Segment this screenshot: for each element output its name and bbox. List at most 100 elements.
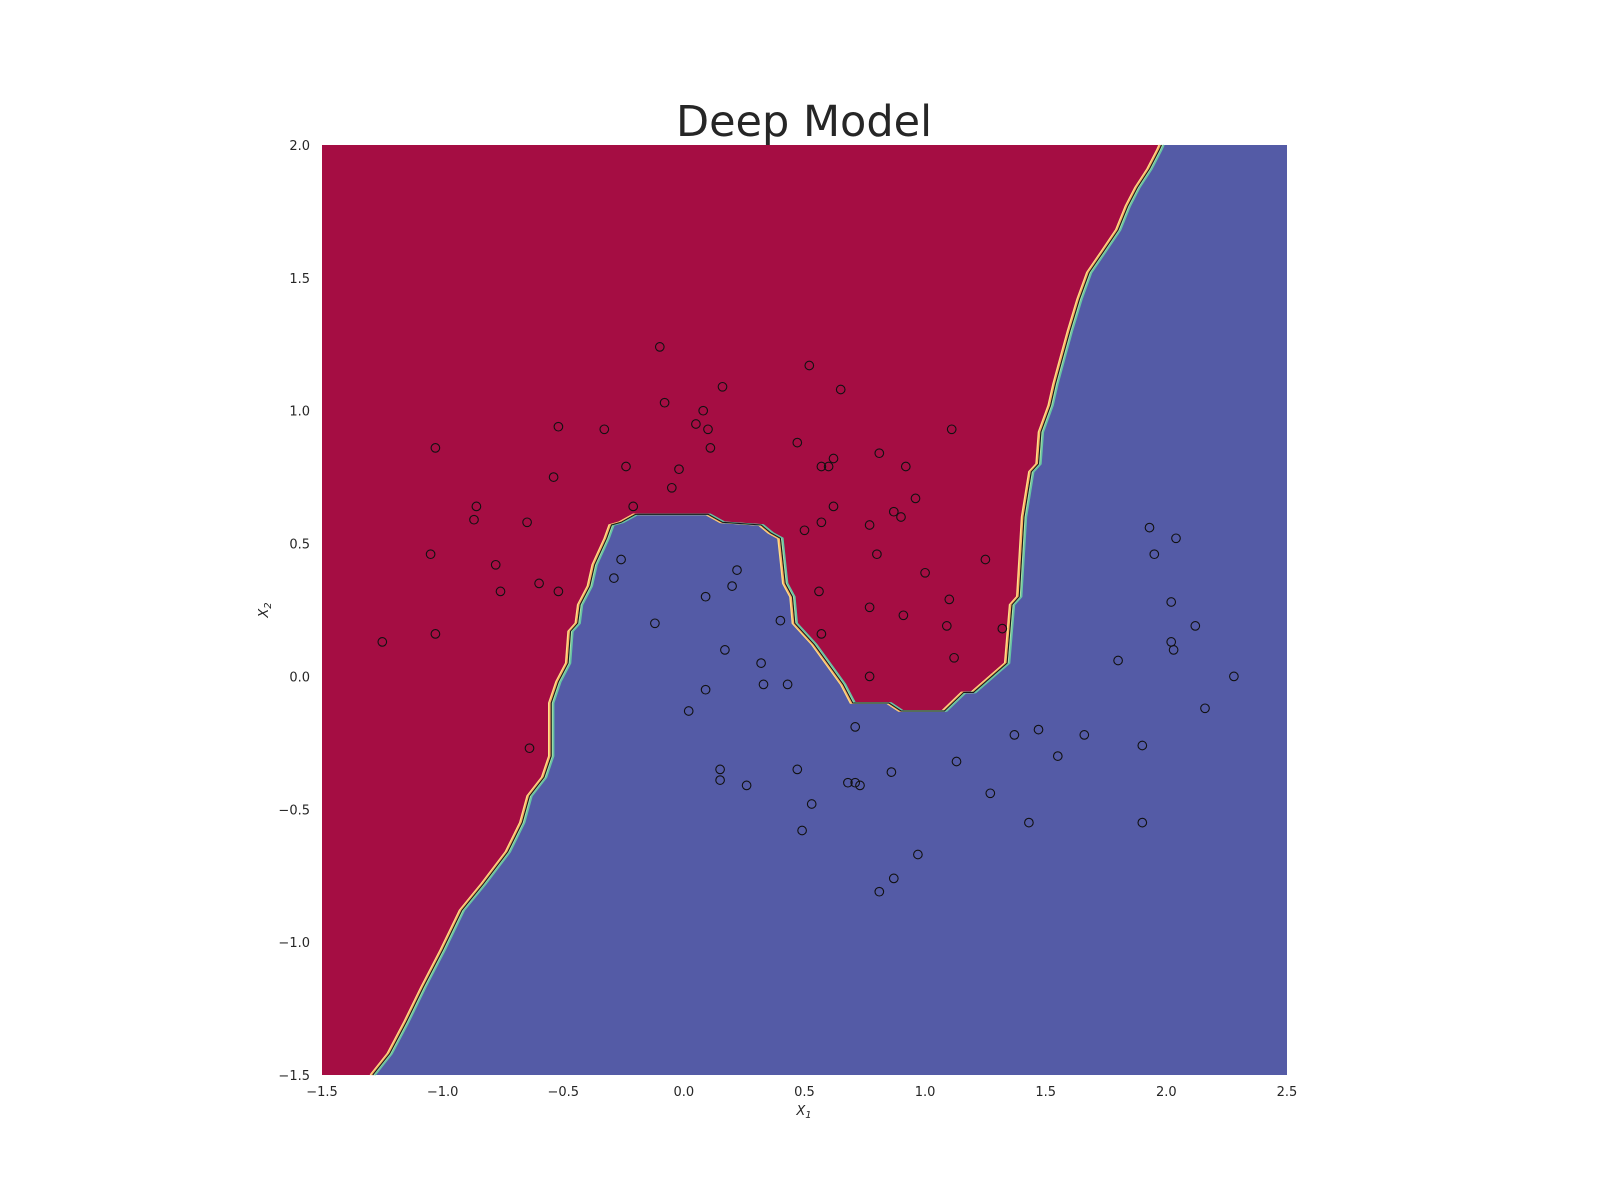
- x-tick-label: 0.0: [674, 1085, 695, 1100]
- data-point: [850, 777, 861, 788]
- data-point: [430, 629, 441, 639]
- data-point: [888, 873, 899, 884]
- data-point: [425, 549, 436, 560]
- y-axis-label: X2: [257, 602, 274, 618]
- data-point: [900, 461, 911, 472]
- x-tick-label: 0.5: [794, 1085, 815, 1100]
- data-point: [951, 756, 962, 767]
- x-axis-ticks: −1.5 −1.0 −0.5 0.0 0.5 1.0 1.5 2.0 2.5: [306, 1085, 1297, 1100]
- data-point: [816, 629, 827, 639]
- data-point: [534, 578, 544, 589]
- data-point: [799, 525, 810, 536]
- data-point: [1168, 645, 1179, 655]
- boundary-contour-2: [370, 144, 1162, 1076]
- y-tick-label: 0.0: [289, 670, 310, 685]
- data-point: [377, 637, 388, 647]
- data-point: [835, 384, 846, 395]
- data-point: [806, 799, 817, 809]
- data-point: [703, 424, 713, 435]
- x-axis-label: X1: [795, 1104, 811, 1121]
- data-point: [621, 461, 631, 472]
- data-point: [1033, 724, 1044, 735]
- data-point: [980, 554, 991, 565]
- data-point: [1052, 751, 1063, 761]
- data-point: [727, 581, 737, 591]
- data-point: [874, 886, 885, 897]
- data-point: [949, 652, 959, 663]
- decision-boundary: [369, 144, 1287, 1076]
- plot-area: [322, 144, 1287, 1076]
- data-point: [741, 780, 752, 791]
- data-point: [855, 780, 865, 791]
- data-point: [1137, 817, 1148, 828]
- x-tick-label: −0.5: [547, 1085, 579, 1100]
- data-point: [896, 512, 906, 522]
- data-point: [913, 849, 923, 860]
- data-point: [792, 764, 803, 775]
- data-point: [674, 464, 684, 475]
- data-point: [1171, 533, 1181, 544]
- data-point: [683, 706, 694, 716]
- data-point: [553, 586, 564, 597]
- data-point: [430, 443, 441, 453]
- data-point: [490, 559, 501, 570]
- data-point: [1113, 655, 1123, 666]
- data-point: [495, 586, 506, 597]
- boundary-contour-5: [372, 144, 1163, 1076]
- data-point: [1166, 597, 1177, 607]
- data-point: [1024, 817, 1034, 828]
- data-point: [816, 517, 827, 528]
- data-point: [1079, 730, 1090, 740]
- data-points: [377, 342, 1239, 897]
- data-point: [864, 671, 875, 682]
- data-point: [1137, 740, 1148, 751]
- data-point: [524, 743, 535, 754]
- data-point: [715, 764, 725, 775]
- data-point: [874, 448, 885, 459]
- boundary-contour-3: [373, 144, 1164, 1076]
- x-tick-label: 2.0: [1156, 1085, 1177, 1100]
- data-point: [654, 342, 665, 352]
- data-point: [698, 405, 709, 416]
- data-point: [756, 658, 766, 668]
- data-point: [850, 722, 861, 732]
- data-point: [659, 397, 670, 408]
- y-tick-label: 1.5: [289, 272, 310, 287]
- data-point: [941, 621, 952, 631]
- chart-title: Deep Model: [676, 97, 932, 147]
- data-point: [920, 567, 930, 578]
- boundary-contour-4: [374, 144, 1165, 1076]
- data-point: [814, 586, 824, 597]
- data-point: [609, 573, 619, 583]
- y-tick-label: −0.5: [278, 803, 310, 818]
- data-point: [886, 767, 897, 777]
- y-axis-ticks: −1.5 −1.0 −0.5 0.0 0.5 1.0 1.5 2.0: [278, 139, 310, 1084]
- data-point: [985, 788, 996, 799]
- data-point: [888, 506, 899, 517]
- data-point: [705, 443, 716, 453]
- data-point: [650, 618, 660, 629]
- x-tick-label: −1.0: [427, 1085, 459, 1100]
- data-point: [910, 493, 921, 504]
- data-point: [797, 825, 807, 836]
- data-point: [599, 424, 610, 435]
- x-tick-label: 1.0: [915, 1085, 936, 1100]
- y-tick-label: 0.5: [289, 538, 310, 553]
- data-point: [616, 554, 626, 565]
- data-point: [469, 514, 479, 525]
- x-tick-label: 1.5: [1035, 1085, 1056, 1100]
- data-point: [522, 517, 532, 528]
- data-point: [1149, 549, 1160, 560]
- data-point: [823, 461, 834, 472]
- x-tick-label: 2.5: [1277, 1085, 1298, 1100]
- data-point: [775, 615, 786, 626]
- boundary-contour-1: [369, 144, 1160, 1076]
- data-point: [1009, 730, 1020, 740]
- x-tick-label: −1.5: [306, 1085, 338, 1100]
- data-point: [792, 437, 803, 448]
- data-point: [471, 501, 482, 512]
- data-point: [864, 602, 875, 613]
- y-tick-label: −1.5: [278, 1069, 310, 1084]
- data-point: [1144, 522, 1155, 533]
